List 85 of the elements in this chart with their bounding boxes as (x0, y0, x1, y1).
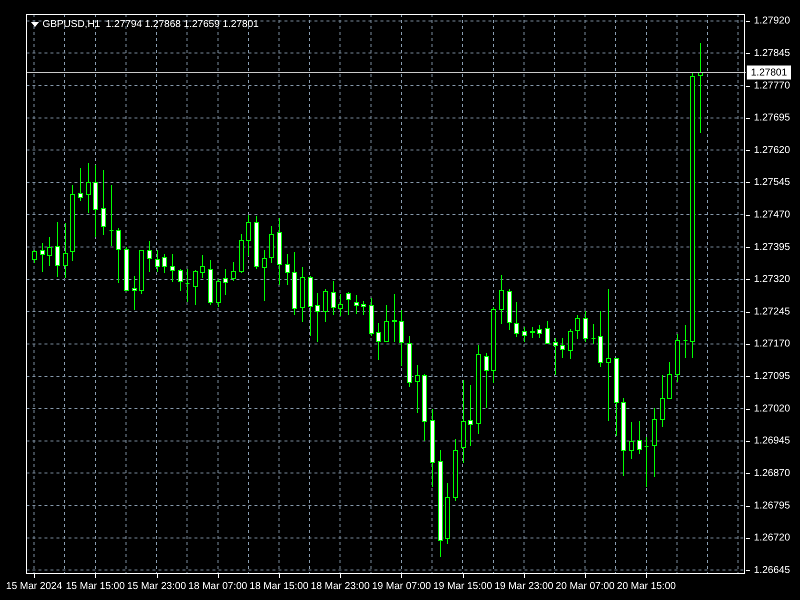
y-tick-label: 1.27845 (754, 48, 790, 59)
y-tick-label: 1.27695 (754, 112, 790, 124)
candlestick (361, 300, 366, 316)
candlestick (193, 270, 198, 306)
y-tick-label: 1.27245 (754, 306, 790, 318)
candlestick (553, 338, 558, 376)
y-tick-label: 1.27020 (754, 403, 790, 414)
candlestick (262, 250, 267, 302)
candlestick (155, 250, 160, 272)
candlestick (499, 274, 504, 324)
candlestick (170, 254, 175, 282)
candlestick (575, 314, 580, 340)
y-tick-label: 1.26945 (754, 436, 790, 447)
candlestick (223, 268, 228, 296)
y-tick-label: 1.27545 (754, 177, 790, 188)
candlestick (537, 324, 542, 338)
candlestick (583, 310, 588, 342)
x-tick-label: 19 Mar 15:00 (433, 580, 493, 592)
y-tick-label: 1.27395 (754, 242, 790, 253)
candlestick (606, 288, 611, 422)
y-tick-label: 1.27770 (754, 80, 790, 92)
candlestick (285, 254, 290, 286)
y-tick-label: 1.26645 (754, 564, 790, 576)
y-tick-label: 1.26720 (754, 532, 790, 544)
candlestick (116, 228, 121, 284)
y-tick-label: 1.26795 (754, 500, 790, 512)
candlestick (86, 162, 91, 214)
candlestick (132, 276, 137, 310)
candlestick (346, 292, 351, 316)
candlestick (331, 280, 336, 316)
x-tick-label: 15 Mar 15:00 (66, 580, 126, 592)
candlestick (384, 304, 389, 342)
x-tick-label: 18 Mar 23:00 (310, 580, 370, 592)
x-tick-label: 19 Mar 23:00 (494, 580, 554, 592)
ref-line-label: 1.27801 (750, 67, 788, 78)
candlestick (522, 326, 527, 342)
candlestick (484, 352, 489, 408)
candlestick (629, 422, 634, 460)
candlestick (246, 214, 251, 256)
candlestick (47, 236, 52, 266)
candlestick (399, 310, 404, 366)
candlestick (101, 170, 106, 236)
candlestick (162, 254, 167, 274)
candlestick (269, 226, 274, 264)
candlestick (147, 240, 152, 272)
candlestick (392, 294, 397, 342)
candlestick (660, 374, 665, 428)
candlestick (637, 420, 642, 454)
x-tick-label: 15 Mar 23:00 (127, 580, 186, 592)
x-tick-label: 20 Mar 07:00 (556, 580, 616, 592)
candlestick (200, 254, 205, 278)
candlestick (338, 294, 343, 316)
x-tick-label: 19 Mar 07:00 (372, 580, 432, 592)
y-tick-label: 1.26870 (754, 468, 790, 479)
candlestick (231, 262, 236, 282)
candlestick (415, 364, 420, 414)
y-tick-label: 1.27920 (754, 16, 790, 27)
x-tick-label: 20 Mar 15:00 (616, 580, 676, 592)
x-tick-label: 18 Mar 15:00 (250, 580, 309, 592)
candlestick (545, 320, 550, 344)
candlestick (32, 250, 37, 264)
candlestick (216, 278, 221, 308)
candlestick (667, 362, 672, 400)
candlestick (55, 222, 60, 278)
candlestick (568, 328, 573, 360)
candlestick (514, 302, 519, 338)
y-tick-label: 1.27470 (754, 209, 790, 220)
candlestick (40, 242, 45, 272)
candlestick (560, 338, 565, 358)
candlestick (315, 292, 320, 342)
x-tick-label: 18 Mar 07:00 (188, 580, 248, 592)
candlestick (376, 322, 381, 360)
x-tick-label: 15 Mar 2024 (6, 580, 63, 592)
y-tick-label: 1.27095 (754, 371, 790, 382)
text: GBPUSD,H1 1.27794 1.27868 1.27659 1.27801 (42, 18, 260, 30)
candlestick (78, 168, 83, 202)
candlestick (530, 326, 535, 338)
y-tick-label: 1.27620 (754, 144, 790, 156)
y-tick-label: 1.27320 (754, 274, 790, 286)
candlestick (354, 294, 359, 314)
candlestick (178, 268, 183, 292)
candlestick (63, 222, 68, 278)
y-tick-label: 1.27170 (754, 338, 790, 350)
candlestick (468, 384, 473, 446)
candlestick (323, 288, 328, 322)
